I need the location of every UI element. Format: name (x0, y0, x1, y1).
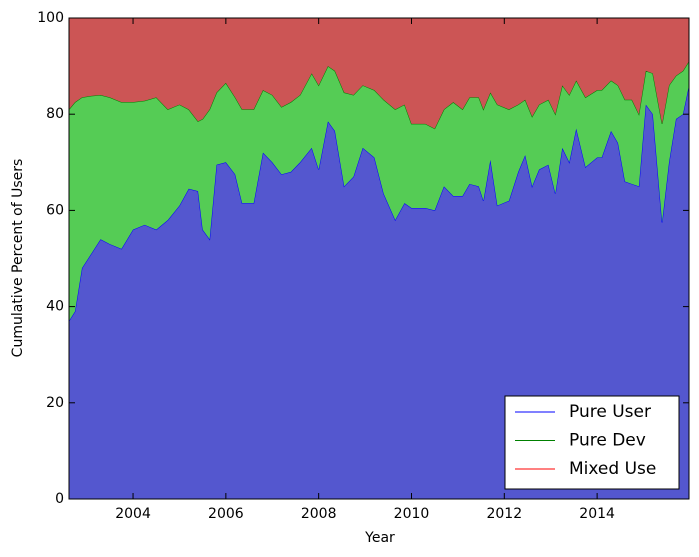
y-tick-label: 0 (55, 491, 64, 507)
plot-frame (68, 17, 690, 500)
area (69, 18, 689, 129)
legend-label: Pure Dev (569, 431, 646, 451)
y-tick-label: 80 (46, 106, 64, 122)
x-tick-label: 2010 (394, 506, 430, 522)
legend-label: Mixed Use (569, 459, 656, 479)
x-tick-label: 2004 (115, 506, 151, 522)
y-axis-label: Cumulative Percent of Users (10, 159, 26, 358)
x-axis-label: Year (364, 530, 395, 546)
y-tick-label: 100 (37, 10, 64, 26)
x-tick-label: 2012 (486, 506, 522, 522)
area (69, 61, 689, 322)
y-tick-label: 40 (46, 299, 64, 315)
x-tick-label: 2014 (579, 506, 615, 522)
y-tick-label: 20 (46, 395, 64, 411)
x-tick-label: 2006 (208, 506, 244, 522)
legend-label: Pure User (569, 402, 651, 422)
y-tick-label: 60 (46, 202, 64, 218)
x-tick-label: 2008 (301, 506, 337, 522)
